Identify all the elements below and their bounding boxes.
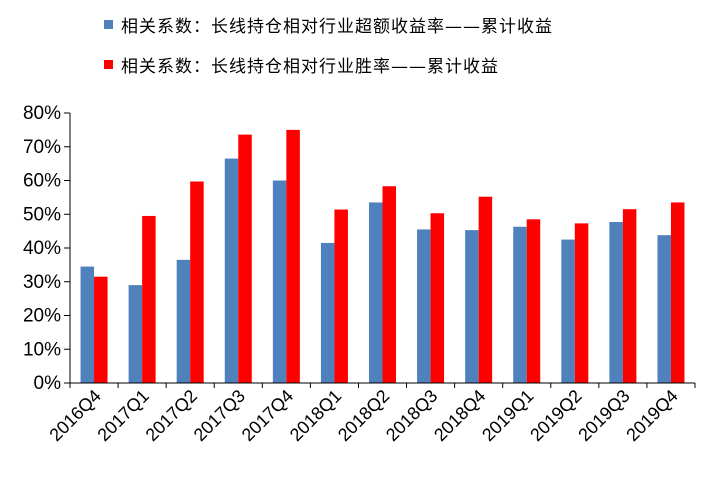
bar-win-rate (334, 209, 348, 383)
bar-win-rate (622, 209, 637, 383)
x-tick-label: 2018Q3 (382, 386, 441, 445)
bar-excess-return (417, 229, 431, 383)
y-tick-label: 20% (23, 306, 61, 327)
bar-excess-return (657, 235, 671, 383)
bar-excess-return (224, 158, 239, 383)
legend-label-1: 相关系数：长线持仓相对行业超额收益率——累计收益 (121, 17, 553, 37)
y-tick-label: 0% (34, 373, 62, 394)
bar-excess-return (513, 226, 527, 383)
bar-win-rate (574, 223, 589, 383)
bar-excess-return (176, 259, 191, 383)
x-tick-label: 2018Q2 (334, 386, 393, 445)
x-tick-label: 2018Q4 (430, 386, 489, 445)
bar-win-rate (286, 129, 300, 383)
bar-excess-return (128, 285, 143, 383)
x-tick-label: 2016Q4 (45, 386, 104, 445)
bar-win-rate (526, 219, 541, 383)
bar-win-rate (142, 215, 156, 383)
bar-win-rate (670, 202, 685, 383)
x-tick-label: 2019Q1 (478, 386, 537, 445)
bar-win-rate (430, 213, 445, 383)
bar-win-rate (382, 186, 396, 383)
y-tick-label: 60% (23, 171, 61, 192)
bar-excess-return (80, 266, 95, 383)
x-tick-label: 2017Q4 (238, 386, 297, 445)
y-tick-label: 50% (23, 204, 61, 225)
bar-win-rate (190, 181, 204, 383)
y-tick-label: 30% (23, 272, 61, 293)
x-tick-label: 2017Q1 (94, 386, 153, 445)
x-tick-label: 2019Q2 (526, 386, 585, 445)
bar-excess-return (272, 180, 287, 383)
bar-win-rate (238, 134, 252, 383)
legend-swatch-2 (104, 60, 113, 69)
bar-win-rate (94, 276, 108, 383)
legend-swatch-1 (104, 20, 113, 29)
legend-item-1: 相关系数：长线持仓相对行业超额收益率——累计收益 (104, 12, 553, 37)
x-tick-label: 2017Q2 (142, 386, 201, 445)
legend-label-2: 相关系数：长线持仓相对行业胜率——累计收益 (121, 57, 499, 77)
y-tick-label: 80% (23, 103, 61, 124)
bar-excess-return (369, 202, 383, 383)
x-tick-label: 2019Q4 (622, 386, 681, 445)
x-tick-label: 2018Q1 (286, 386, 345, 445)
bar-excess-return (320, 242, 335, 383)
y-tick-label: 40% (23, 238, 61, 259)
bar-excess-return (465, 230, 479, 383)
bar-excess-return (561, 239, 575, 383)
x-tick-label: 2017Q3 (190, 386, 249, 445)
x-tick-label: 2019Q3 (574, 386, 633, 445)
y-tick-label: 70% (23, 137, 61, 158)
y-tick-label: 10% (23, 339, 61, 360)
bar-excess-return (609, 222, 623, 383)
bar-win-rate (478, 196, 493, 383)
legend-item-2: 相关系数：长线持仓相对行业胜率——累计收益 (104, 52, 499, 77)
